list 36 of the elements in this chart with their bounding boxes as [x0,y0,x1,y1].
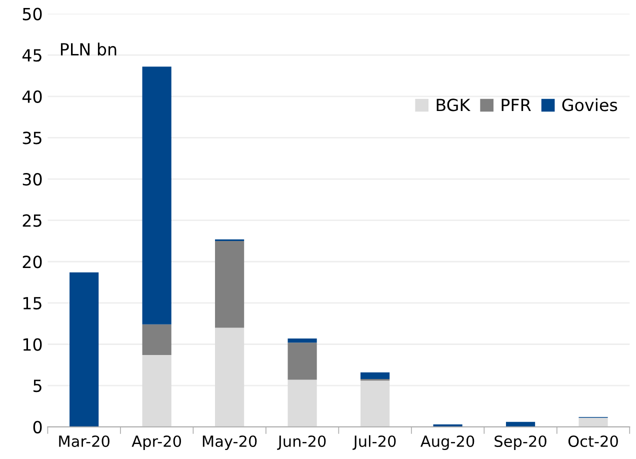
y-tick-label: 25 [22,214,42,227]
y-tick-label: 15 [23,297,42,310]
y-tick-label: 20 [22,256,42,268]
bar [215,240,244,328]
y-tick-label: 0 [33,420,42,434]
y-tick-label: 5 [34,380,42,392]
legend-label: PFR [502,98,531,112]
bar [578,418,608,427]
bar [142,354,172,427]
bar [288,342,317,380]
bar [360,380,390,427]
x-tick-label: Jun-20 [277,435,326,450]
x-tick-label: May-20 [202,435,257,450]
bar [215,328,244,427]
bar [70,272,99,427]
y-tick-label: 40 [22,90,42,103]
legend-label: Govies [562,98,618,112]
bar [142,324,172,355]
x-tick-label: Apr-20 [132,435,182,450]
y-tick-label: 10 [23,338,42,351]
y-tick-label: 30 [22,172,42,186]
x-tick-label: Mar-20 [59,435,110,448]
annotation: PLN bn [60,42,116,56]
y-tick-label: 50 [22,8,42,20]
x-tick-label: Sep-20 [494,435,546,450]
bar [506,422,536,427]
bar [288,380,317,427]
bar [360,372,390,379]
x-tick-label: Jul-20 [352,435,396,450]
y-tick-label: 45 [22,49,42,62]
y-tick-label: 35 [22,132,42,144]
x-tick-label: Aug-20 [420,435,474,450]
bar [142,66,172,324]
bar [288,338,317,343]
legend-label: BGK [436,98,471,112]
x-tick-label: Oct-20 [568,435,618,448]
